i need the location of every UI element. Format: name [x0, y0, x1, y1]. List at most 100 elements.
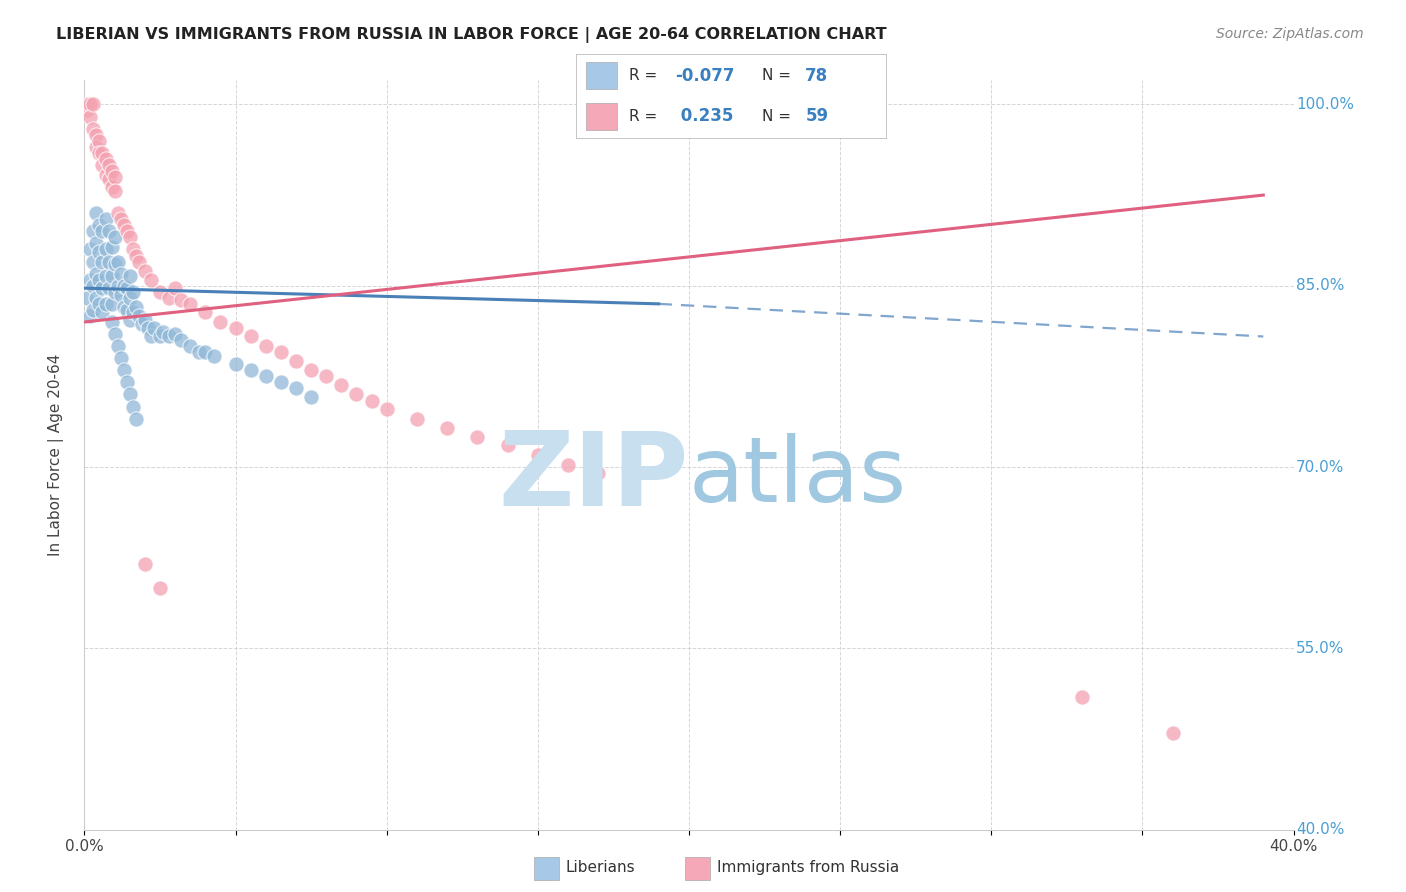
Text: 40.0%: 40.0%	[1296, 822, 1344, 837]
Point	[112, 301, 135, 315]
Point	[406, 411, 429, 425]
Point	[89, 244, 111, 259]
Point	[94, 168, 117, 182]
Point	[79, 243, 101, 257]
Point	[82, 254, 104, 268]
Point	[299, 390, 322, 404]
Point	[225, 357, 247, 371]
Point	[163, 281, 186, 295]
Text: ZIP: ZIP	[499, 427, 689, 528]
Point	[89, 145, 111, 160]
Point	[100, 240, 122, 254]
Point	[254, 369, 277, 384]
Point	[82, 302, 104, 317]
Point	[157, 291, 180, 305]
Text: 100.0%: 100.0%	[1296, 97, 1354, 112]
Point	[125, 411, 148, 425]
Point	[100, 315, 122, 329]
Point	[149, 329, 172, 343]
Point	[115, 302, 138, 317]
Point	[112, 278, 135, 293]
Point	[107, 278, 129, 293]
Point	[118, 387, 141, 401]
Point	[134, 264, 156, 278]
Point	[1071, 690, 1094, 704]
Point	[104, 185, 127, 199]
Y-axis label: In Labor Force | Age 20-64: In Labor Force | Age 20-64	[48, 354, 63, 556]
Point	[436, 421, 458, 435]
Point	[86, 128, 108, 142]
Point	[112, 363, 135, 377]
Point	[284, 381, 308, 395]
Point	[254, 339, 277, 353]
Point	[89, 219, 111, 233]
Point	[79, 309, 101, 323]
Point	[107, 339, 129, 353]
Point	[121, 243, 143, 257]
Point	[202, 349, 225, 363]
Point	[239, 329, 262, 343]
Point	[79, 110, 101, 124]
Point	[110, 288, 132, 302]
Point	[86, 140, 108, 154]
Point	[79, 97, 101, 112]
Point	[89, 273, 111, 287]
Point	[112, 219, 135, 233]
Text: 0.235: 0.235	[675, 107, 734, 125]
FancyBboxPatch shape	[586, 62, 617, 89]
Point	[170, 293, 193, 308]
Point	[76, 97, 98, 112]
Point	[104, 169, 127, 184]
Point	[118, 291, 141, 305]
Point	[89, 134, 111, 148]
Point	[149, 581, 172, 595]
Point	[588, 466, 610, 480]
FancyBboxPatch shape	[686, 857, 710, 880]
Point	[139, 329, 162, 343]
Point	[104, 230, 127, 244]
Point	[100, 164, 122, 178]
Text: N =: N =	[762, 109, 792, 124]
Point	[97, 254, 120, 268]
Point	[104, 285, 127, 299]
Point	[100, 268, 122, 283]
Point	[91, 224, 114, 238]
Point	[91, 281, 114, 295]
FancyBboxPatch shape	[534, 857, 560, 880]
Point	[121, 400, 143, 414]
Point	[100, 179, 122, 194]
Point	[91, 145, 114, 160]
Point	[557, 458, 579, 472]
Point	[179, 339, 201, 353]
Point	[76, 291, 98, 305]
Text: 70.0%: 70.0%	[1296, 459, 1344, 475]
Point	[188, 345, 211, 359]
Point	[330, 377, 353, 392]
Point	[94, 297, 117, 311]
Text: R =: R =	[628, 109, 657, 124]
Point	[118, 312, 141, 326]
Point	[134, 312, 156, 326]
Text: 55.0%: 55.0%	[1296, 640, 1344, 656]
Point	[82, 121, 104, 136]
Point	[179, 297, 201, 311]
Point	[142, 321, 165, 335]
Point	[131, 318, 153, 332]
Point	[82, 278, 104, 293]
Point	[194, 345, 217, 359]
Point	[121, 305, 143, 319]
Point	[375, 402, 398, 417]
Point	[136, 321, 159, 335]
Point	[239, 363, 262, 377]
Point	[128, 254, 150, 268]
Point	[163, 327, 186, 342]
Point	[284, 353, 308, 368]
Point	[86, 267, 108, 281]
Point	[128, 309, 150, 323]
Point	[496, 438, 519, 452]
Point	[89, 297, 111, 311]
Text: Liberians: Liberians	[565, 860, 636, 875]
Text: N =: N =	[762, 68, 792, 83]
Point	[79, 273, 101, 287]
Point	[76, 103, 98, 118]
